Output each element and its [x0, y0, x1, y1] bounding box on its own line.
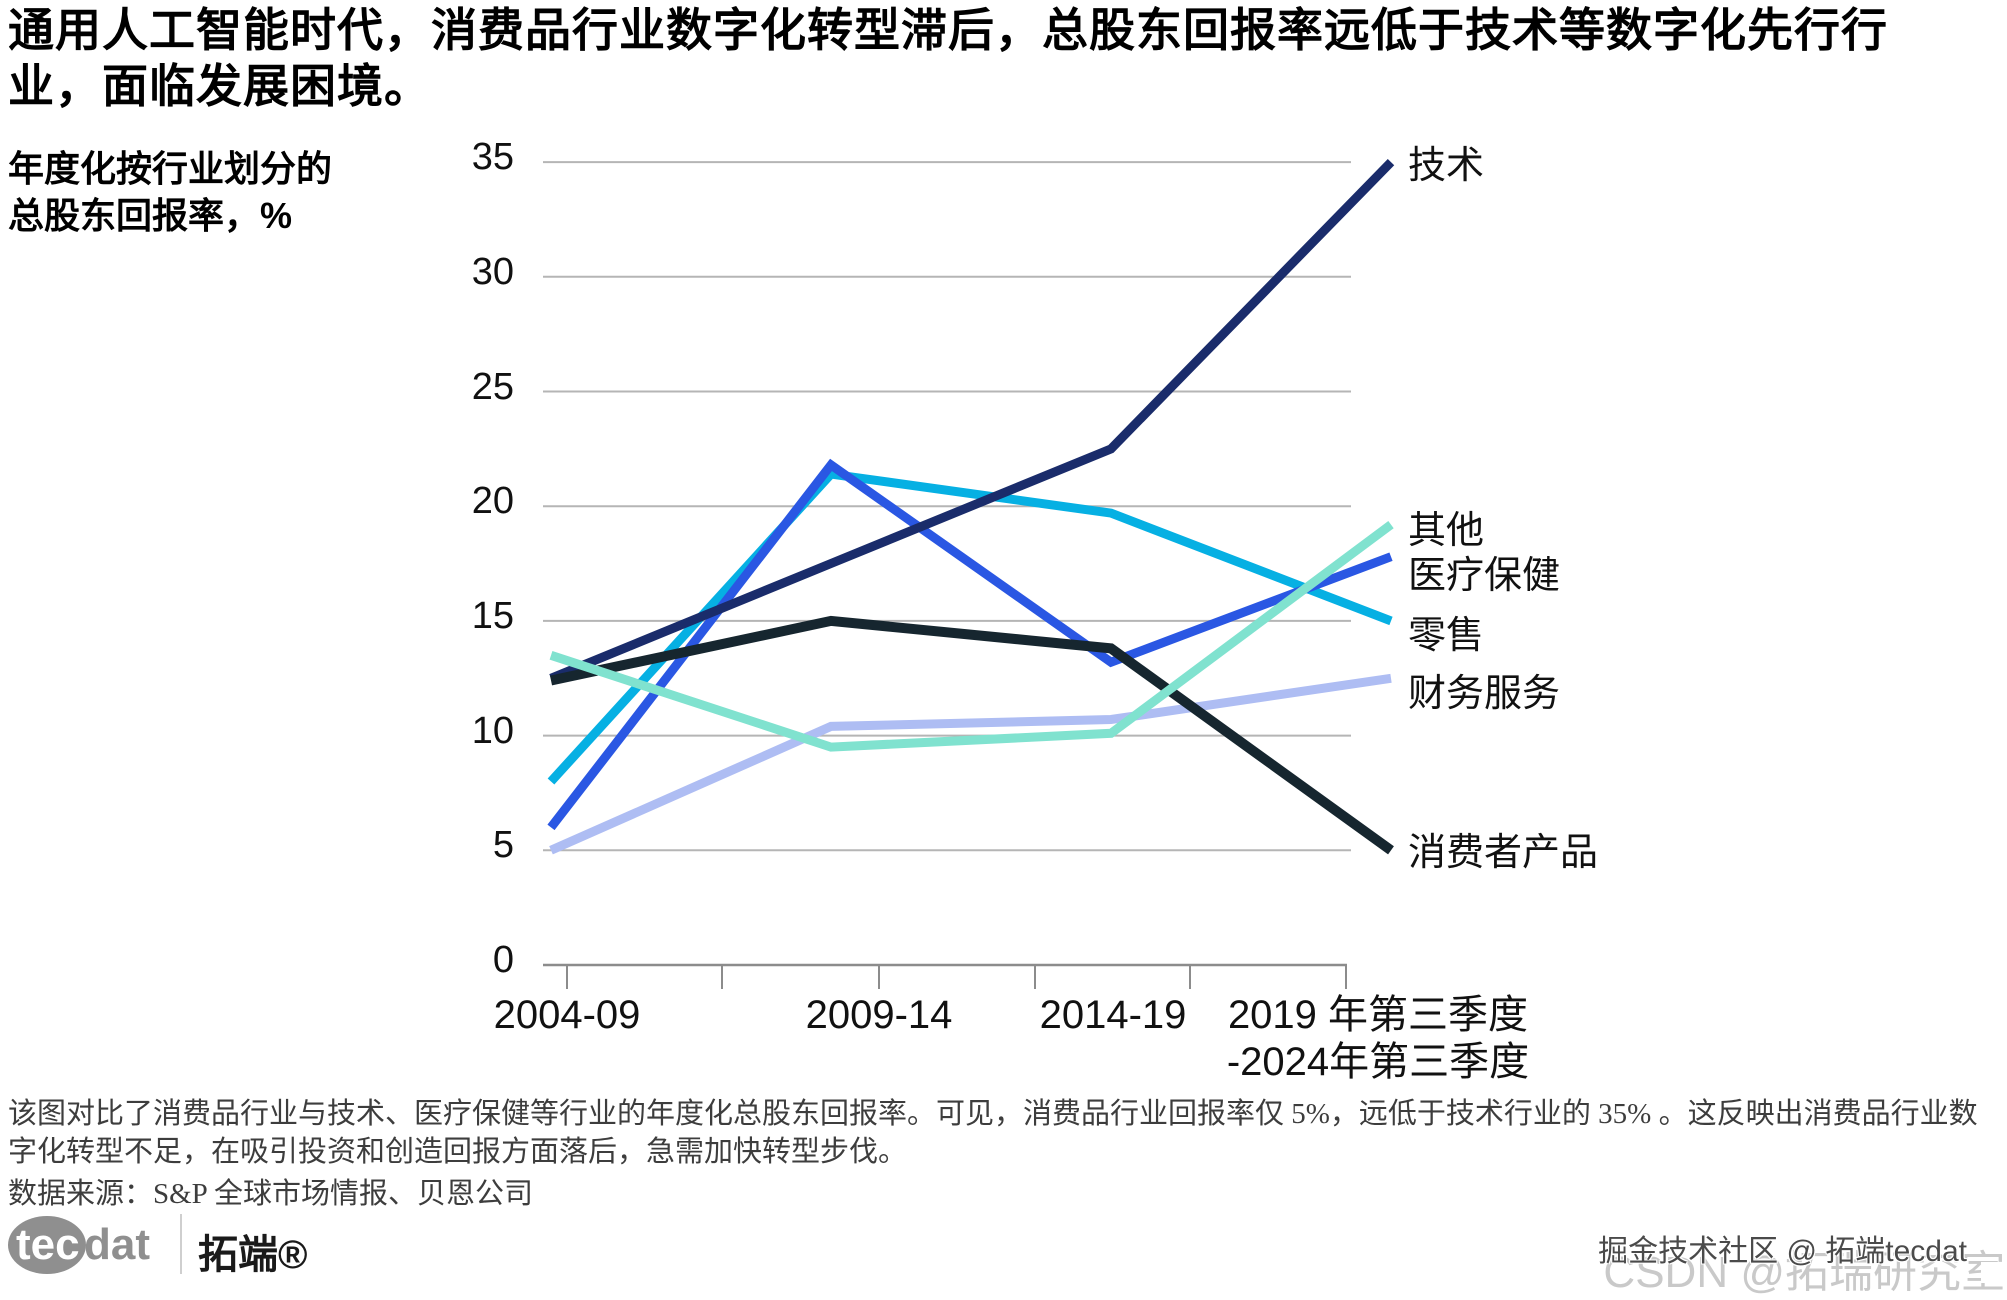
y-tick-25: 25 — [471, 365, 514, 408]
x-tick-label-3: 2019 年第三季度 -2024年第三季度 — [1226, 993, 1530, 1085]
logo-brand-name: 拓端® — [198, 1233, 308, 1277]
series-line-零售 — [547, 469, 1393, 785]
y-tick-15: 15 — [471, 594, 514, 637]
y-tick-5: 5 — [492, 824, 514, 867]
y-tick-35: 35 — [471, 136, 514, 179]
series-line-财务服务 — [549, 673, 1392, 855]
x-tick-label-0: 2004-09 — [493, 993, 641, 1037]
x-tick-label-2: 2014-19 — [1039, 993, 1187, 1037]
series-line-其他 — [549, 520, 1394, 752]
y-axis-title: 年度化按行业划分的 总股东回报率，% — [8, 148, 333, 236]
series-line-消费者产品 — [549, 615, 1394, 855]
series-label-消费者产品: 消费者产品 — [1408, 832, 1599, 874]
y-tick-20: 20 — [471, 480, 514, 523]
series-label-零售: 零售 — [1408, 615, 1485, 657]
logo-text-tec: tec — [16, 1220, 80, 1269]
source-note: 数据来源：S&P 全球市场情报、贝恩公司 — [8, 1178, 533, 1210]
x-tick-label-1: 2009-14 — [805, 993, 953, 1037]
logo-text-dat: dat — [84, 1220, 150, 1269]
caption: 该图对比了消费品行业与技术、医疗保健等行业的年度化总股东回报率。可见，消费品行业… — [8, 1098, 1978, 1168]
page-title: 通用人工智能时代，消费品行业数字化转型滞后，总股东回报率远低于技术等数字化先行行… — [8, 4, 1888, 113]
series-label-其他: 其他 — [1408, 510, 1485, 552]
y-tick-0: 0 — [492, 939, 514, 981]
y-tick-10: 10 — [471, 709, 514, 752]
corner-box — [1981, 1262, 2007, 1283]
logo-divider — [180, 1214, 182, 1274]
series-label-财务服务: 财务服务 — [1408, 673, 1561, 715]
logo-blob-icon — [8, 1216, 86, 1274]
watermark-juejin: 掘金技术社区 @ 拓端tecdat — [1598, 1235, 1967, 1268]
series-line-技术 — [549, 158, 1395, 683]
series-label-技术: 技术 — [1408, 145, 1485, 187]
series-label-医疗保健: 医疗保健 — [1408, 555, 1561, 597]
tecdat-logo: tec dat 拓端® — [8, 1214, 328, 1277]
y-tick-30: 30 — [471, 250, 514, 293]
